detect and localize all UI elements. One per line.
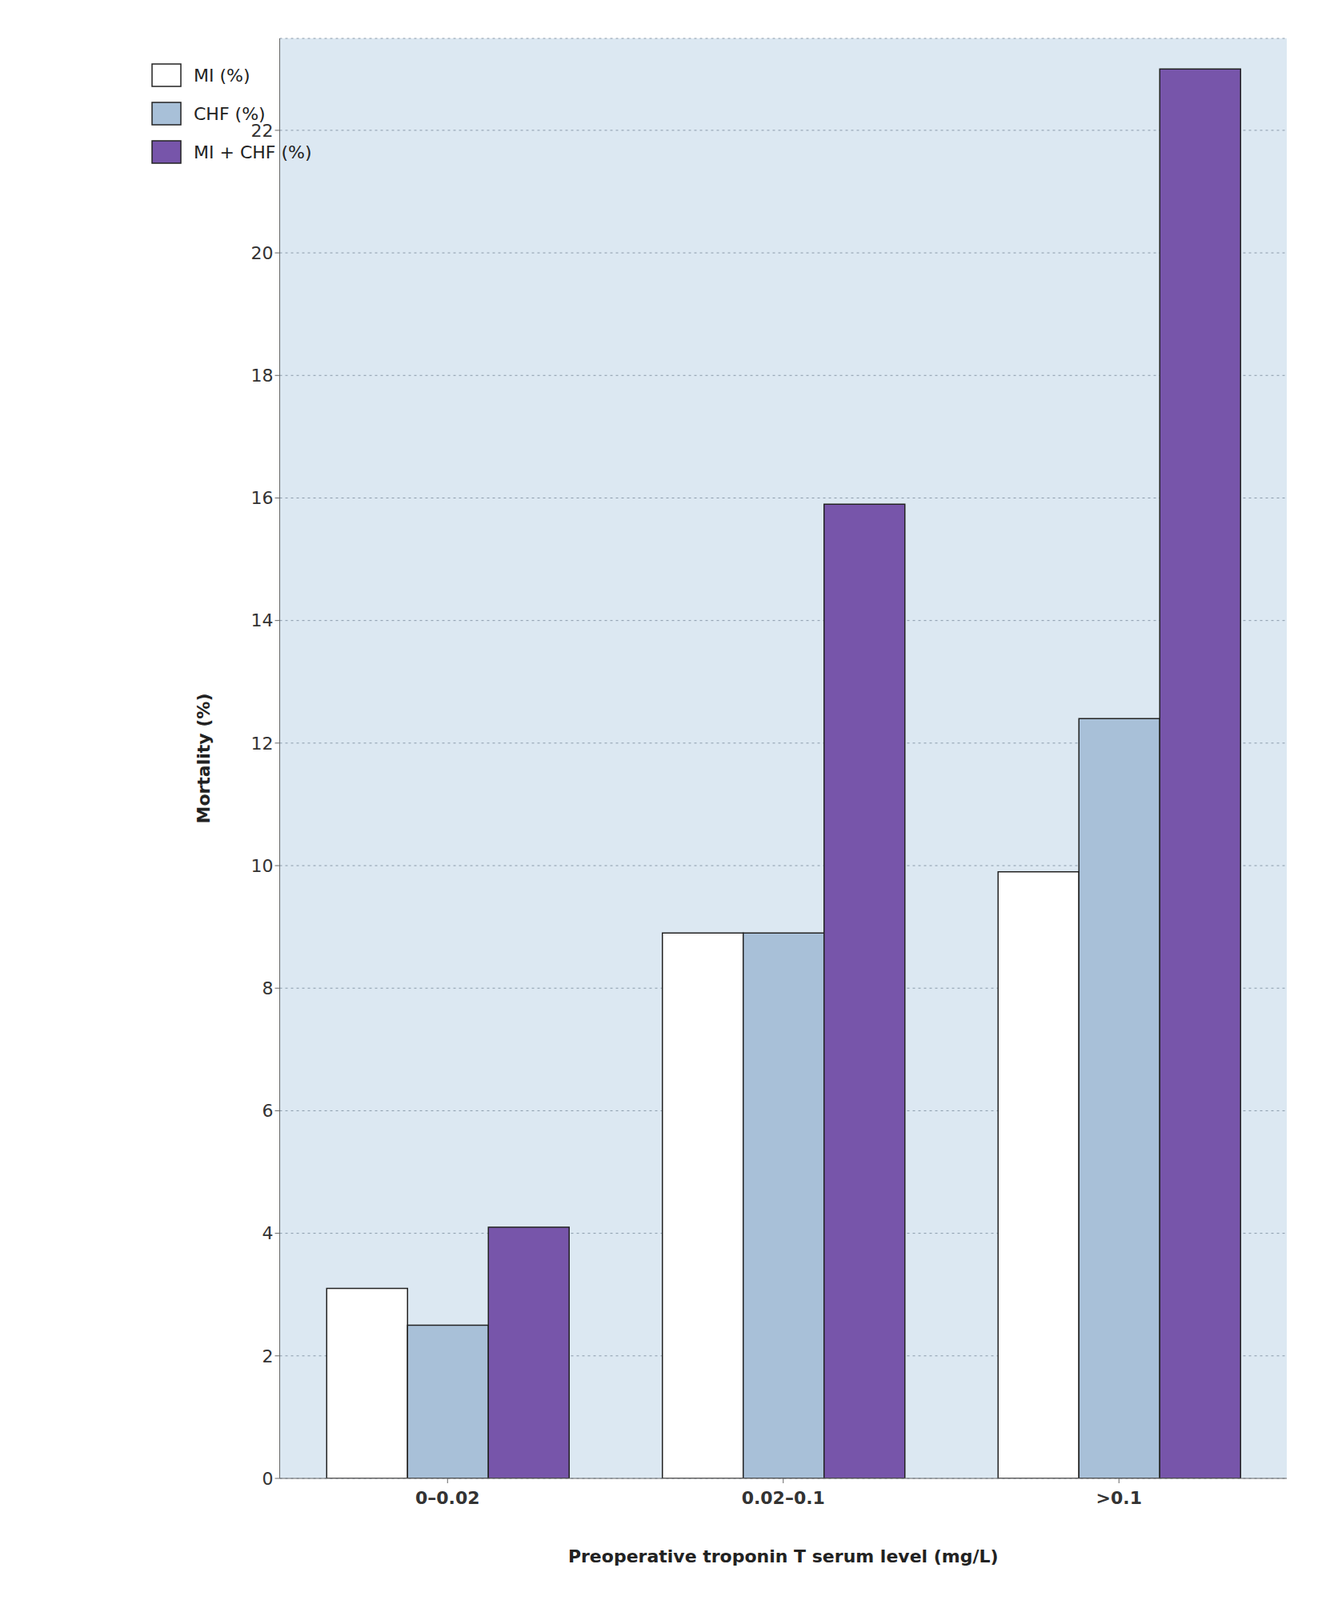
svg-text:6: 6 — [262, 1101, 274, 1122]
svg-text:16: 16 — [251, 488, 274, 509]
svg-text:20: 20 — [251, 243, 274, 264]
svg-text:10: 10 — [251, 856, 274, 877]
svg-text:2: 2 — [262, 1346, 274, 1367]
svg-text:18: 18 — [251, 365, 274, 386]
html-text:CHF (%): CHF (%) — [193, 103, 266, 124]
svg-text:Preoperative troponin T serum: Preoperative troponin T serum level (mg/… — [568, 1546, 999, 1567]
svg-text:Mortality (%): Mortality (%) — [193, 693, 214, 825]
svg-text:14: 14 — [251, 610, 274, 631]
svg-text:0: 0 — [262, 1469, 274, 1490]
html-text:MI (%): MI (%) — [193, 65, 251, 86]
html-text:MI + CHF (%): MI + CHF (%) — [193, 142, 312, 163]
svg-text:12: 12 — [251, 733, 274, 754]
svg-text:0–0.02: 0–0.02 — [415, 1488, 481, 1509]
svg-text:22: 22 — [251, 120, 274, 141]
svg-text:>0.1: >0.1 — [1096, 1488, 1142, 1509]
svg-text:8: 8 — [262, 978, 274, 999]
svg-text:0.02–0.1: 0.02–0.1 — [741, 1488, 826, 1509]
svg-text:4: 4 — [262, 1223, 274, 1244]
